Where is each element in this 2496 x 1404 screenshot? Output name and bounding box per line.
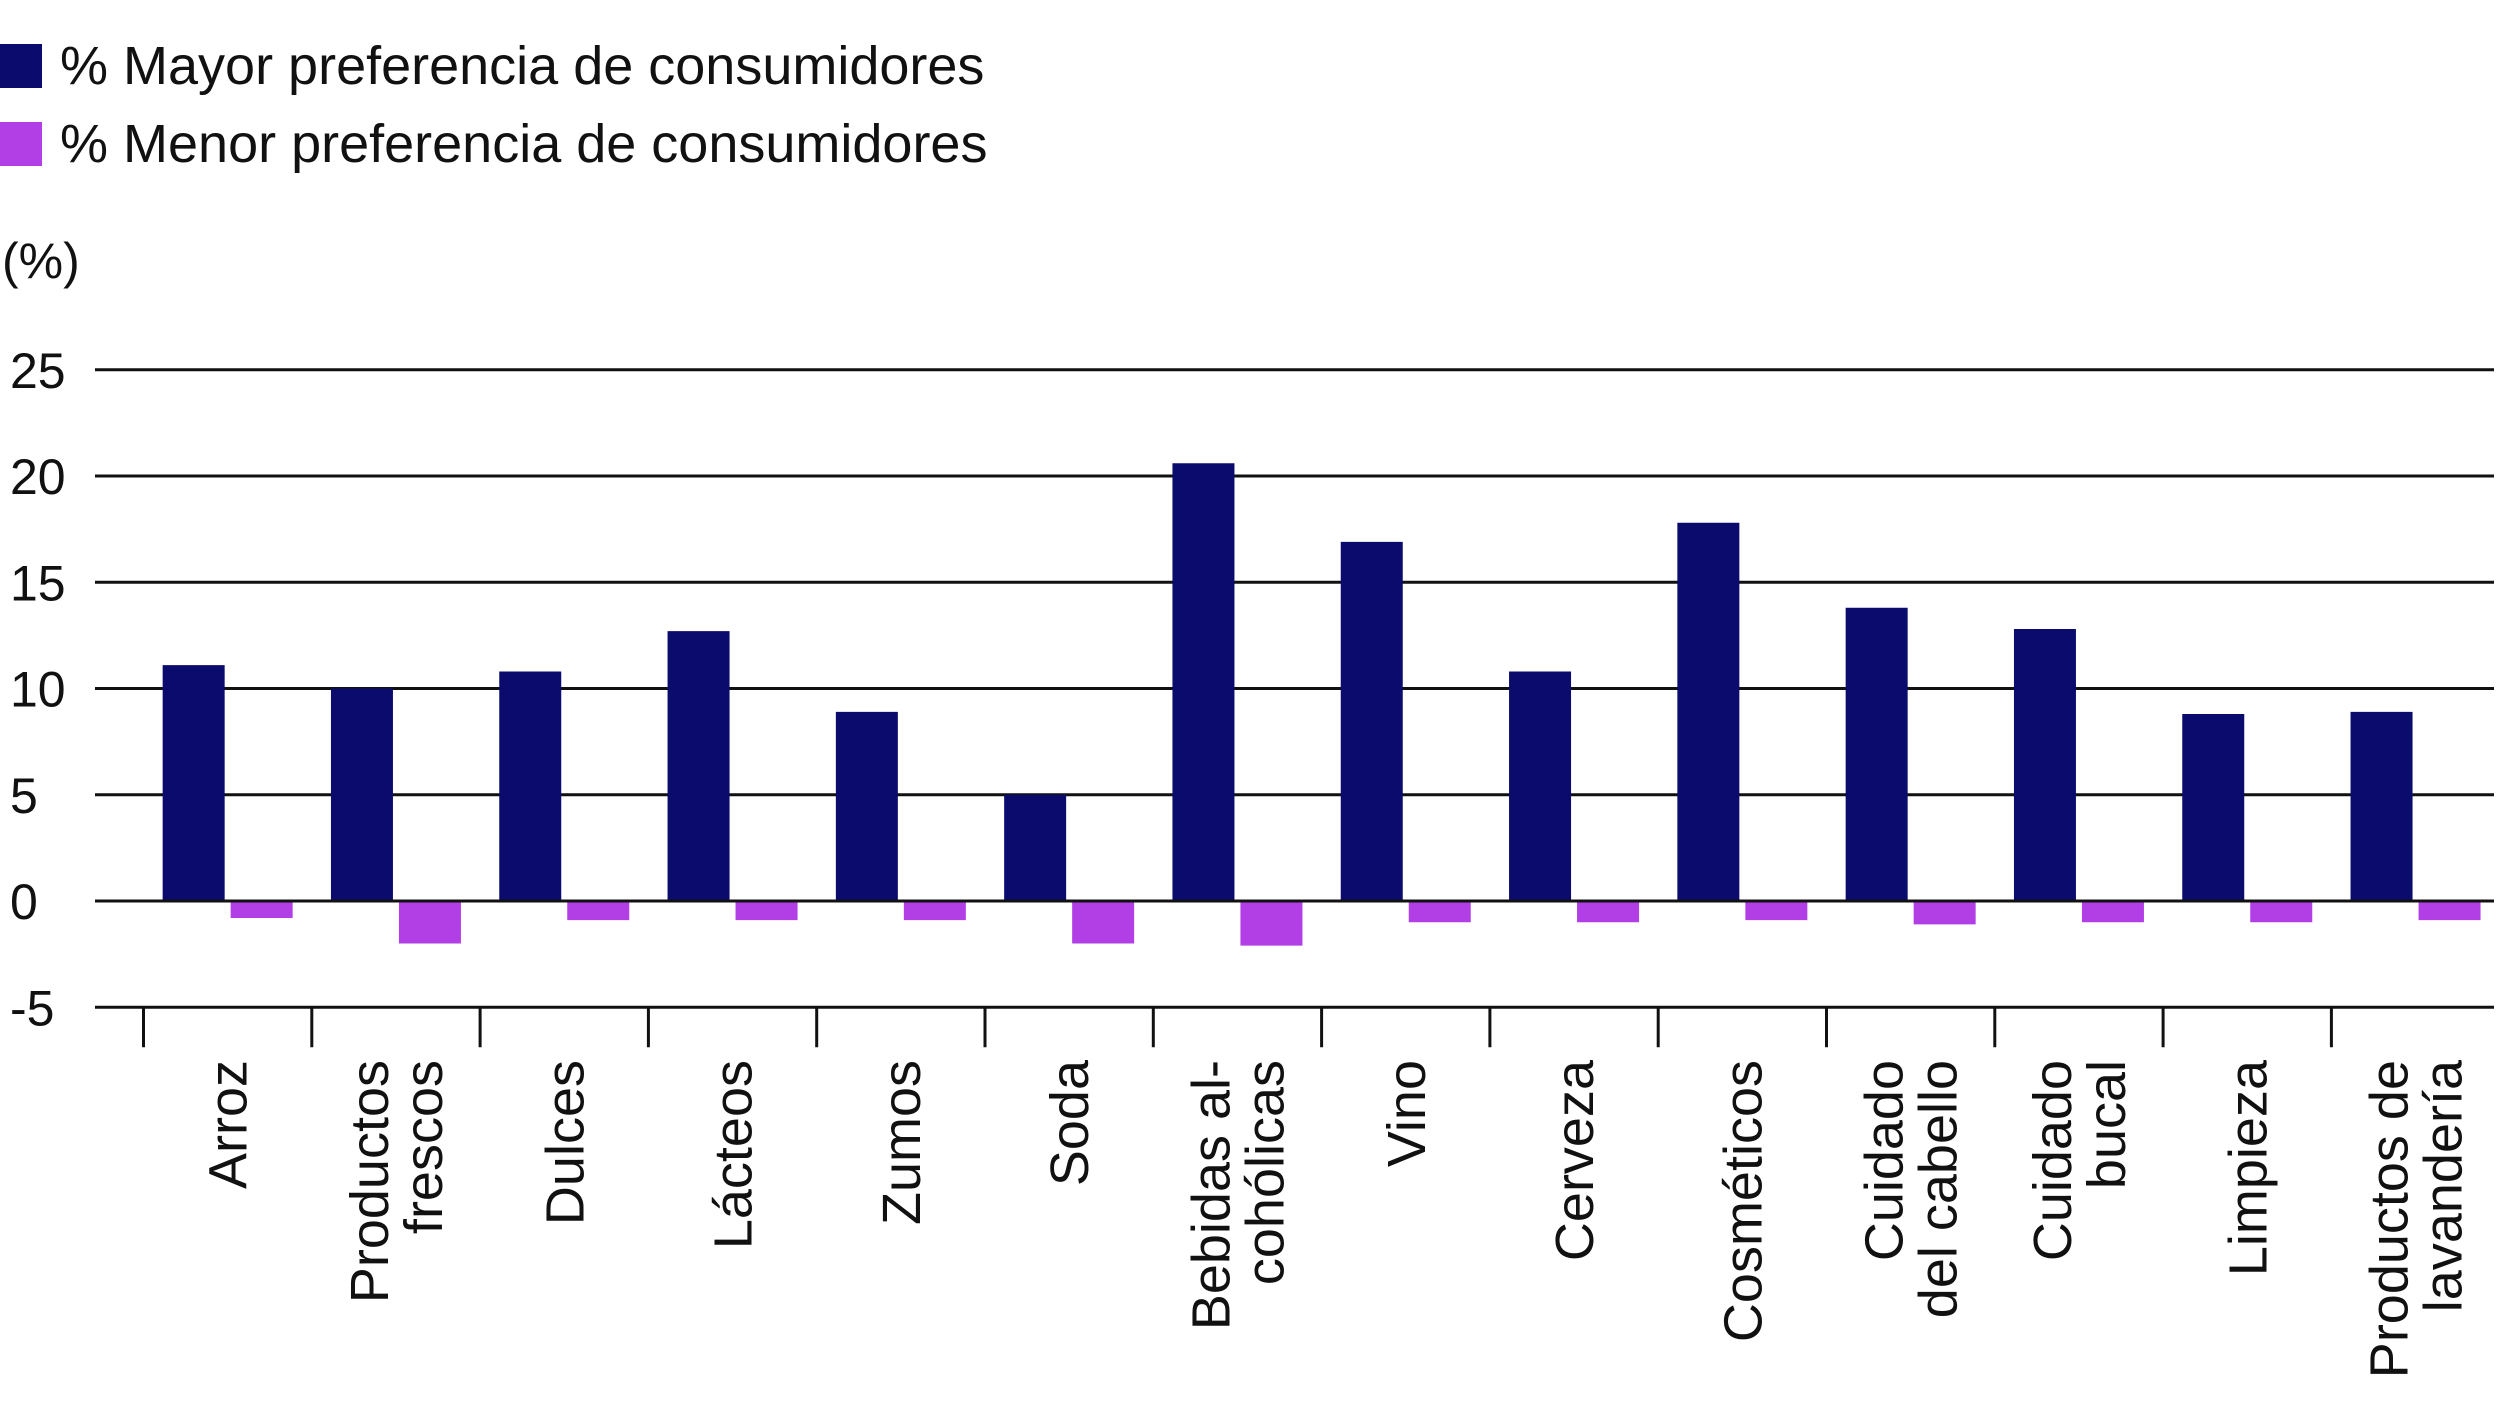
- bar-menor-9: [1745, 901, 1808, 921]
- bar-mayor-8: [1509, 671, 1572, 901]
- bar-mayor-12: [2182, 714, 2245, 901]
- x-tick-label: Cerveza: [1545, 1059, 1605, 1261]
- bar-mayor-5: [1004, 794, 1067, 901]
- y-tick-label: 25: [10, 343, 66, 399]
- x-tick-label: Dulces: [535, 1060, 595, 1225]
- x-tick-label: Soda: [1040, 1059, 1100, 1186]
- bar-mayor-0: [162, 665, 225, 901]
- bar-mayor-2: [499, 671, 562, 901]
- x-tick-label-line: frescos: [394, 1060, 454, 1234]
- y-tick-label: 15: [10, 555, 66, 611]
- legend-swatch-1: [0, 122, 42, 166]
- bar-menor-8: [1577, 901, 1640, 923]
- bars: [95, 463, 2494, 946]
- x-tick-label-line: bucal: [2077, 1060, 2137, 1189]
- x-tick-label-line: cohólicas: [1235, 1060, 1295, 1285]
- x-tick-label-line: Bebidas al-: [1181, 1060, 1241, 1330]
- bar-menor-5: [1072, 901, 1135, 944]
- y-tick-label: 0: [10, 874, 38, 930]
- x-tick-label: Bebidas al-cohólicas: [1181, 1060, 1295, 1330]
- x-tick-label-line: Soda: [1040, 1059, 1100, 1186]
- bar-mayor-3: [667, 631, 730, 901]
- x-tick-label-line: Cosméticos: [1713, 1060, 1773, 1342]
- x-tick-label: Cuidadobucal: [2023, 1060, 2137, 1261]
- bar-mayor-7: [1340, 541, 1403, 901]
- x-tick-label-line: Vino: [1377, 1060, 1437, 1167]
- x-tick-label: Limpieza: [2218, 1059, 2278, 1276]
- x-tick-label-line: Productos de: [2360, 1060, 2420, 1378]
- x-tick-label: Productos delavandería: [2360, 1059, 2474, 1378]
- x-tick-label-line: Cerveza: [1545, 1059, 1605, 1261]
- x-tick-label-line: Cuidado: [2023, 1060, 2083, 1261]
- bar-menor-0: [230, 901, 293, 918]
- bar-menor-11: [2081, 901, 2144, 923]
- bar-mayor-4: [835, 711, 898, 901]
- x-tick-label: Cosméticos: [1713, 1060, 1773, 1342]
- bar-menor-12: [2250, 901, 2313, 923]
- x-tick-label: Zumos: [872, 1060, 932, 1225]
- bar-menor-10: [1913, 901, 1976, 925]
- y-tick-label: 10: [10, 662, 66, 718]
- bar-menor-7: [1408, 901, 1471, 923]
- x-tick-label: Lácteos: [704, 1060, 764, 1249]
- y-tick-label: 20: [10, 449, 66, 505]
- x-tick-label: Arroz: [199, 1060, 259, 1189]
- x-tick-label-line: Productos: [340, 1060, 400, 1303]
- bar-menor-1: [398, 901, 461, 944]
- legend-swatch-0: [0, 44, 42, 88]
- bar-menor-3: [735, 901, 798, 921]
- x-tick-label: Cuidadodel cabello: [1855, 1060, 1969, 1318]
- x-tick-label-line: Arroz: [199, 1060, 259, 1189]
- bar-mayor-13: [2350, 711, 2413, 901]
- bar-menor-13: [2418, 901, 2481, 921]
- legend: % Mayor preferencia de consumidores % Men…: [0, 36, 987, 174]
- x-tick-label-line: Cuidado: [1855, 1060, 1915, 1261]
- x-tick-label-line: Dulces: [535, 1060, 595, 1225]
- bar-menor-2: [567, 901, 630, 921]
- bar-menor-6: [1240, 901, 1303, 946]
- legend-label-0: % Mayor preferencia de consumidores: [60, 36, 984, 96]
- x-tick-label: Productosfrescos: [340, 1060, 454, 1303]
- y-tick-label: 5: [10, 768, 38, 824]
- x-tick-label-line: Zumos: [872, 1060, 932, 1225]
- bar-mayor-10: [1845, 607, 1908, 901]
- x-axis: Arroz Productosfrescos Dulces Lácteos Zumos S…: [142, 1007, 2474, 1378]
- bar-mayor-11: [2013, 629, 2076, 901]
- y-axis-ticks: 25 20 15 10 5 0 -5: [10, 343, 66, 1037]
- x-tick-label-line: lavandería: [2414, 1059, 2474, 1312]
- x-tick-label: Vino: [1377, 1060, 1437, 1167]
- bar-mayor-6: [1172, 463, 1235, 901]
- x-tick-label-line: Lácteos: [704, 1060, 764, 1249]
- y-axis-unit-label: (%): [2, 233, 80, 289]
- legend-label-1: % Menor preferencia de consumidores: [60, 114, 987, 174]
- bar-mayor-9: [1677, 522, 1740, 901]
- bar-mayor-1: [330, 688, 393, 901]
- x-tick-label-line: del cabello: [1909, 1060, 1969, 1318]
- x-tick-label-line: Limpieza: [2218, 1059, 2278, 1276]
- y-tick-label: -5: [10, 980, 54, 1036]
- bar-menor-4: [903, 901, 966, 921]
